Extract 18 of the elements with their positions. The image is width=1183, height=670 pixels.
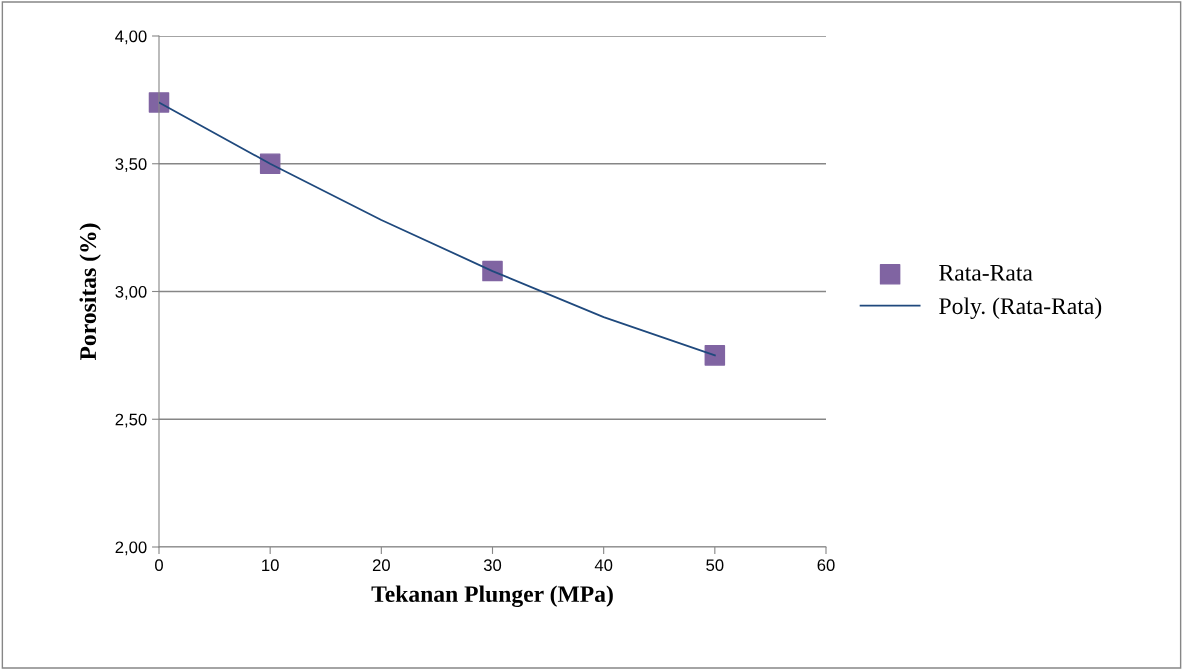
x-tick-label: 60 (817, 559, 835, 572)
x-tick-label: 0 (155, 559, 163, 572)
x-tick-label: 20 (372, 559, 390, 572)
y-tick-label: 4,00 (115, 30, 147, 45)
x-tick-label: 10 (262, 559, 279, 572)
y-tick-label: 3,50 (115, 158, 147, 172)
y-axis-title: Porositas (%) (79, 223, 101, 361)
x-tick-label: 30 (483, 559, 502, 572)
legend-label: Rata-Rata (939, 265, 1033, 281)
x-axis-title: Tekanan Plunger (MPa) (371, 585, 613, 608)
legend-label: Poly. (Rata-Rata) (939, 297, 1102, 319)
point (704, 345, 726, 366)
y-tick-label: 2,50 (115, 413, 147, 428)
x-tick-label: 40 (594, 559, 613, 572)
x-tick-label: 50 (706, 559, 724, 572)
point (482, 260, 503, 282)
y-tick-label: 3,00 (115, 285, 147, 300)
y-tick-label: 2,00 (115, 541, 147, 556)
